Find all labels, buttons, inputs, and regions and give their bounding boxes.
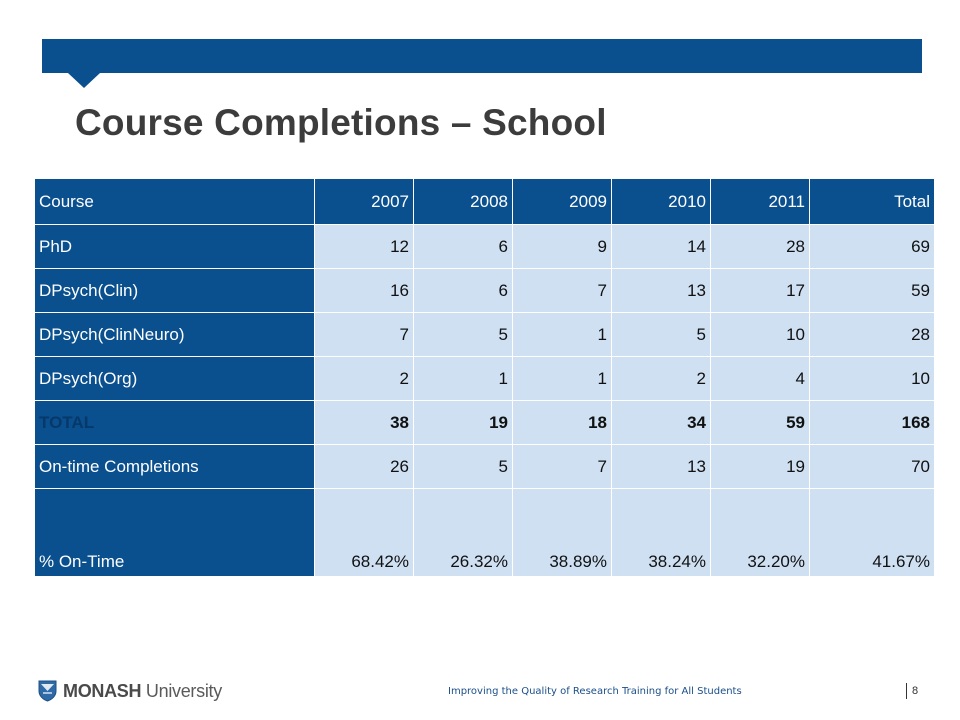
row-label: DPsych(Org) [34,356,315,401]
table-cell: 38 [314,400,414,445]
column-header-2010: 2010 [611,178,711,225]
table-row-on-time-completions: On-time Completions 26 5 7 13 19 70 [34,444,935,489]
table-cell: 13 [611,444,711,489]
table-row-dpsych-clin: DPsych(Clin) 16 6 7 13 17 59 [34,268,935,313]
table-cell: 5 [413,312,513,357]
row-label: PhD [34,224,315,269]
row-total-cell: 41.67% [809,488,935,577]
table-cell: 32.20% [710,488,810,577]
table-cell: 4 [710,356,810,401]
row-total-cell: 168 [809,400,935,445]
table-row-dpsych-clinneuro: DPsych(ClinNeuro) 7 5 1 5 10 28 [34,312,935,357]
header-bar [42,39,922,73]
row-total-cell: 59 [809,268,935,313]
row-label: DPsych(Clin) [34,268,315,313]
row-total-cell: 69 [809,224,935,269]
table-cell: 18 [512,400,612,445]
row-label: TOTAL [34,400,315,445]
table-row-total: TOTAL 38 19 18 34 59 168 [34,400,935,445]
table-row-phd: PhD 12 6 9 14 28 69 [34,224,935,269]
table-cell: 2 [611,356,711,401]
table-cell: 6 [413,268,513,313]
table-cell: 12 [314,224,414,269]
column-header-total: Total [809,178,935,225]
table-cell: 7 [314,312,414,357]
table-cell: 14 [611,224,711,269]
table-cell: 26.32% [413,488,513,577]
row-total-cell: 70 [809,444,935,489]
table-cell: 17 [710,268,810,313]
column-header-course: Course [34,178,315,225]
page-number: 8 [912,685,919,697]
table-cell: 7 [512,268,612,313]
row-total-cell: 10 [809,356,935,401]
table-cell: 34 [611,400,711,445]
table-cell: 26 [314,444,414,489]
table-cell: 1 [512,312,612,357]
table-cell: 38.89% [512,488,612,577]
row-total-cell: 28 [809,312,935,357]
table-row-dpsych-org: DPsych(Org) 2 1 1 2 4 10 [34,356,935,401]
table-cell: 5 [413,444,513,489]
column-header-2008: 2008 [413,178,513,225]
table-cell: 7 [512,444,612,489]
table-cell: 13 [611,268,711,313]
table-cell: 19 [413,400,513,445]
table-cell: 1 [413,356,513,401]
table-row-percent-on-time: % On-Time 68.42% 26.32% 38.89% 38.24% 32… [34,488,935,577]
slide-title: Course Completions – School [75,102,607,143]
table-cell: 6 [413,224,513,269]
footer-tagline: Improving the Quality of Research Traini… [448,686,742,697]
table-cell: 2 [314,356,414,401]
column-header-2009: 2009 [512,178,612,225]
course-completions-table: Course 2007 2008 2009 2010 2011 Total Ph… [34,178,935,577]
column-header-2011: 2011 [710,178,810,225]
row-label: % On-Time [34,488,315,577]
column-header-2007: 2007 [314,178,414,225]
table-header-row: Course 2007 2008 2009 2010 2011 Total [34,178,935,225]
monash-university-logo: MONASH University [38,678,222,704]
logo-wordmark: MONASH University [63,680,222,701]
table-cell: 59 [710,400,810,445]
row-label: On-time Completions [34,444,315,489]
table-cell: 5 [611,312,711,357]
row-label: DPsych(ClinNeuro) [34,312,315,357]
table-cell: 9 [512,224,612,269]
table-cell: 28 [710,224,810,269]
table-cell: 16 [314,268,414,313]
table-cell: 68.42% [314,488,414,577]
header-bar-notch [68,73,100,88]
table-cell: 1 [512,356,612,401]
table-cell: 10 [710,312,810,357]
table-cell: 19 [710,444,810,489]
monash-shield-icon [38,680,57,702]
table-cell: 38.24% [611,488,711,577]
page-number-divider [906,683,907,699]
